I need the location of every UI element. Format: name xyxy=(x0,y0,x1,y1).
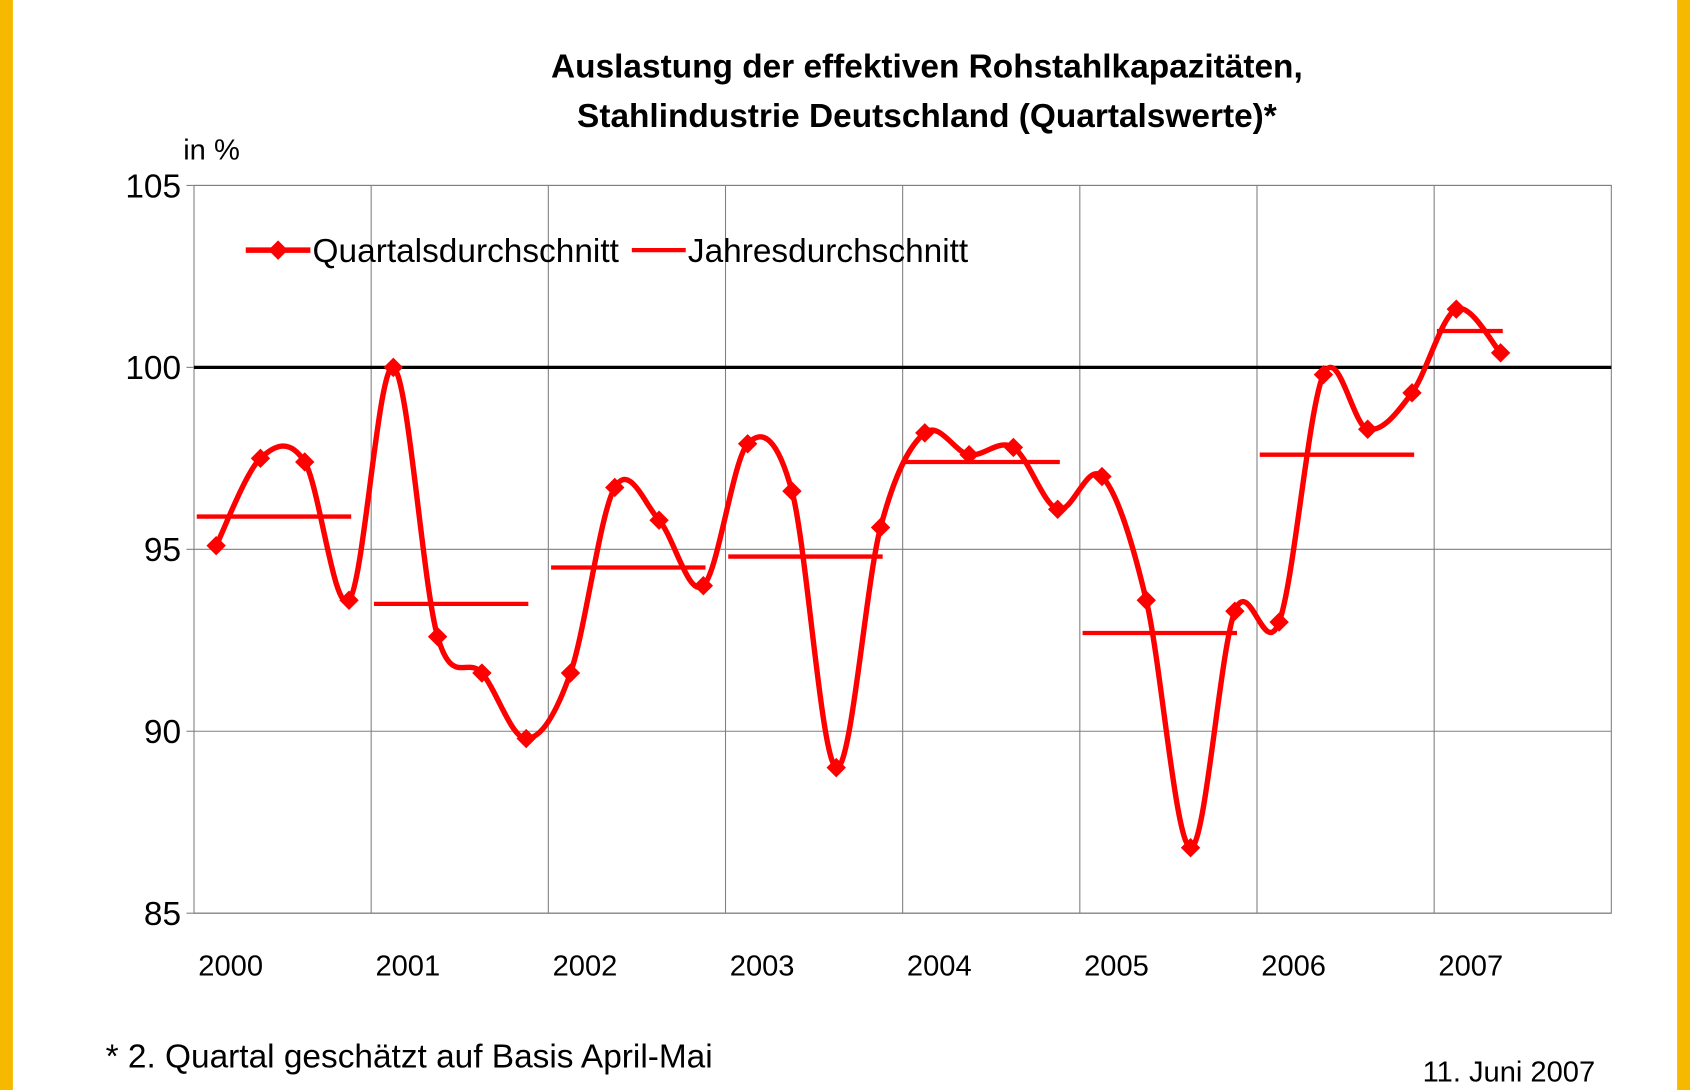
y-tick-label: 90 xyxy=(144,714,181,751)
y-tick-label: 105 xyxy=(125,168,181,205)
marker xyxy=(1313,364,1334,385)
y-tick-label: 100 xyxy=(125,350,181,387)
marker xyxy=(959,445,979,465)
marker xyxy=(1402,383,1422,403)
marker xyxy=(1180,837,1201,858)
marker xyxy=(516,728,536,749)
y-axis-label: in % xyxy=(183,135,240,167)
marker xyxy=(383,357,404,378)
y-tick-label: 85 xyxy=(144,896,181,933)
y-tick-label: 95 xyxy=(144,532,181,569)
marker xyxy=(250,448,271,469)
x-tick-label: 2000 xyxy=(198,951,263,983)
x-tick-label: 2004 xyxy=(907,951,972,983)
marker xyxy=(1446,299,1467,319)
x-tick-label: 2001 xyxy=(375,951,440,983)
marker xyxy=(870,517,891,538)
chart-title: Auslastung der effektiven Rohstahlkapazi… xyxy=(551,49,1303,86)
legend-marker xyxy=(268,240,288,260)
x-tick-label: 2005 xyxy=(1084,951,1149,983)
chart-title: Stahlindustrie Deutschland (Quartalswert… xyxy=(577,98,1277,135)
legend-label: Quartalsdurchschnitt xyxy=(313,233,620,270)
background xyxy=(12,0,1678,1090)
marker xyxy=(427,626,448,647)
x-tick-label: 2002 xyxy=(553,951,618,983)
footnote: * 2. Quartal geschätzt auf Basis April-M… xyxy=(106,1038,713,1075)
x-tick-label: 2003 xyxy=(730,951,795,983)
marker xyxy=(472,663,492,683)
legend-label: Jahresdurchschnitt xyxy=(688,233,969,270)
marker xyxy=(206,535,226,556)
marker xyxy=(339,590,359,610)
x-tick-label: 2006 xyxy=(1261,951,1326,983)
date: 11. Juni 2007 xyxy=(1423,1056,1596,1088)
marker xyxy=(737,434,758,454)
series-line xyxy=(213,305,1503,851)
x-tick-label: 2007 xyxy=(1438,951,1503,983)
